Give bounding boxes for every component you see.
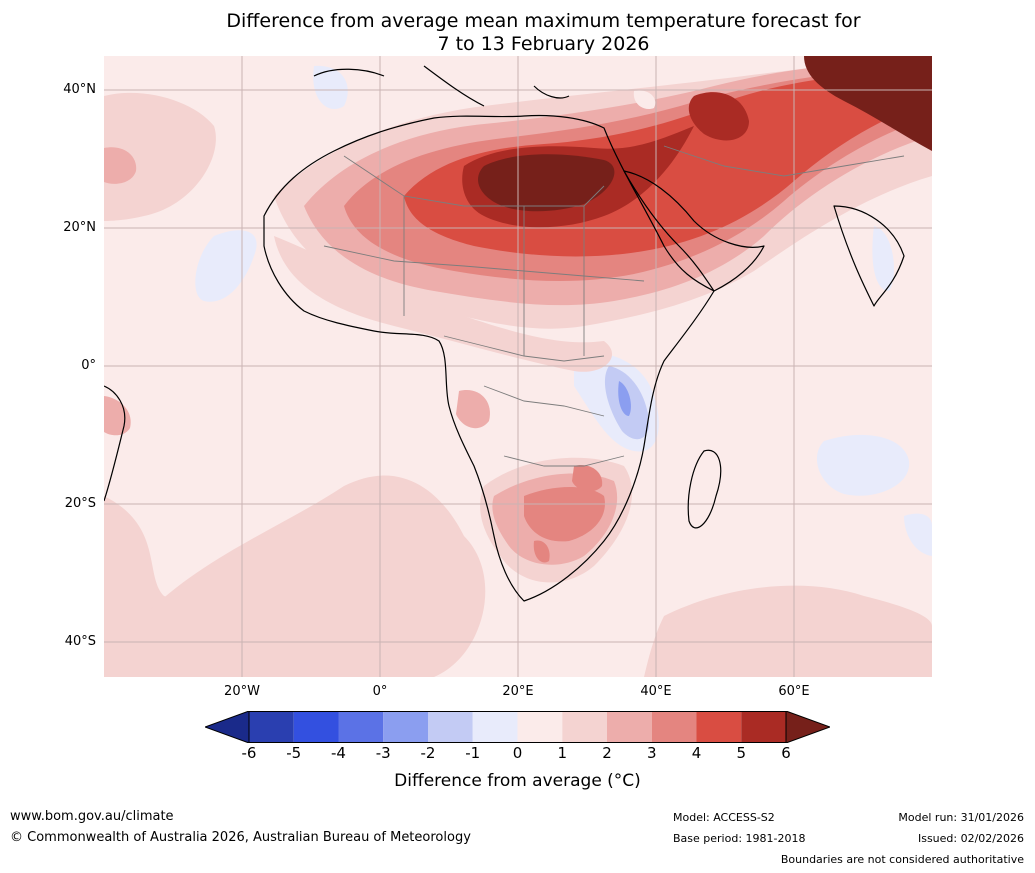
colorbar-label: Difference from average (°C)	[394, 771, 641, 791]
anomaly-2c-west-africa	[274, 236, 613, 372]
colorbar-tick-label: -6	[241, 744, 257, 762]
colorbar-segment	[472, 711, 518, 743]
colorbar-tick-label: 4	[691, 744, 702, 762]
lon-label-40e: 40°E	[640, 684, 672, 699]
colorbar-tick-label: -1	[465, 744, 481, 762]
title-line-1: Difference from average mean maximum tem…	[226, 10, 861, 32]
anomaly-4c-south-africa-spot	[533, 540, 550, 563]
footer-issued: Issued: 02/02/2026	[917, 832, 1024, 845]
colorbar-tick-label: -5	[286, 744, 302, 762]
colorbar-tick-label: 1	[557, 744, 568, 762]
colorbar-extend-high	[785, 710, 832, 744]
anomaly-cool-spot-turkey	[633, 90, 656, 110]
colorbar-tick-label: -2	[420, 744, 436, 762]
footer-copyright: © Commonwealth of Australia 2026, Austra…	[10, 830, 471, 845]
border-north-africa	[343, 155, 605, 207]
colorbar-segment	[383, 711, 428, 743]
anomaly-band-north-atlantic	[104, 92, 216, 221]
title-line-2: 7 to 13 February 2026	[437, 33, 650, 55]
lat-label-20s: 20°S	[64, 496, 96, 511]
colorbar-tick-label: 0	[512, 744, 523, 762]
colorbar-tick-label: 6	[781, 744, 791, 762]
coastline-south-america	[104, 385, 126, 502]
anomaly-band-southindian	[644, 585, 932, 677]
colorbar-tick-label: -3	[375, 744, 391, 762]
colorbar-tick-label: 2	[602, 744, 612, 762]
coastlines	[104, 65, 905, 602]
colorbar-tick-label: -4	[331, 744, 346, 762]
colorbar-segment	[249, 711, 294, 743]
anomaly-4c-southern-africa	[524, 487, 605, 542]
coastline-madagascar	[687, 449, 722, 529]
anomaly-6c-caucasus	[688, 92, 749, 141]
anomaly-band-southatlantic	[144, 475, 486, 677]
footer-base-period: Base period: 1981-2018	[673, 832, 806, 845]
lat-label-40n: 40°N	[63, 82, 96, 97]
coastline-italy-greece	[423, 65, 570, 107]
colorbar-segment	[517, 711, 563, 743]
border-east-central-africa	[483, 385, 605, 417]
negative-anomaly-southeast	[904, 513, 932, 556]
coastline-africa	[263, 114, 715, 602]
lon-label-0: 0°	[372, 684, 388, 699]
coastline-iberia	[313, 68, 385, 77]
border-sahel	[323, 245, 645, 282]
negative-anomaly-mediterranean	[313, 65, 348, 110]
border-middle-east	[663, 145, 905, 177]
map-title: Difference from average mean maximum tem…	[0, 10, 1035, 56]
lon-label-20w: 20°W	[224, 684, 260, 699]
lon-label-60e: 60°E	[778, 684, 810, 699]
colorbar-extend-low	[203, 710, 250, 744]
graticule	[104, 56, 932, 677]
anomaly-spot-atlantic	[104, 147, 137, 184]
colorbar-segment	[293, 711, 339, 743]
anomaly-max-iran	[804, 56, 932, 151]
coastline-india	[833, 205, 905, 307]
colorbar-frame	[248, 711, 787, 743]
colorbar-segment	[696, 711, 742, 743]
lat-label-40s: 40°S	[64, 634, 96, 649]
temperature-anomaly-map	[104, 56, 932, 677]
coastline-arabia	[623, 170, 765, 292]
negative-anomaly-west-africa-coast	[195, 230, 257, 302]
colorbar-tick-label: 5	[736, 744, 747, 762]
anomaly-3c-angola	[456, 390, 490, 429]
colorbar	[203, 710, 832, 744]
colorbar-segment	[562, 711, 607, 743]
anomaly-4c-mozambique	[572, 465, 603, 492]
negative-anomaly-indian-ocean	[816, 434, 910, 496]
negative-anomaly-arabian-sea	[872, 226, 894, 291]
colorbar-segment	[741, 711, 786, 743]
country-borders	[323, 145, 905, 467]
footer-model: Model: ACCESS-S2	[673, 811, 775, 824]
footer-model-run: Model run: 31/01/2026	[898, 811, 1024, 824]
lat-label-equator: 0°	[81, 358, 96, 373]
colorbar-segment	[338, 711, 384, 743]
anomaly-max-sahara	[478, 154, 615, 212]
colorbar-segment	[651, 711, 697, 743]
colorbar-tick-label: 3	[646, 744, 657, 762]
footer-boundaries-note: Boundaries are not considered authoritat…	[780, 853, 1024, 866]
colorbar-segment	[607, 711, 652, 743]
lon-label-20e: 20°E	[502, 684, 534, 699]
border-southern-africa	[503, 455, 625, 467]
negative-anomaly-lake-victoria	[618, 381, 631, 416]
lat-label-20n: 20°N	[63, 220, 96, 235]
colorbar-segment	[428, 711, 473, 743]
footer-url[interactable]: www.bom.gov.au/climate	[10, 809, 174, 824]
